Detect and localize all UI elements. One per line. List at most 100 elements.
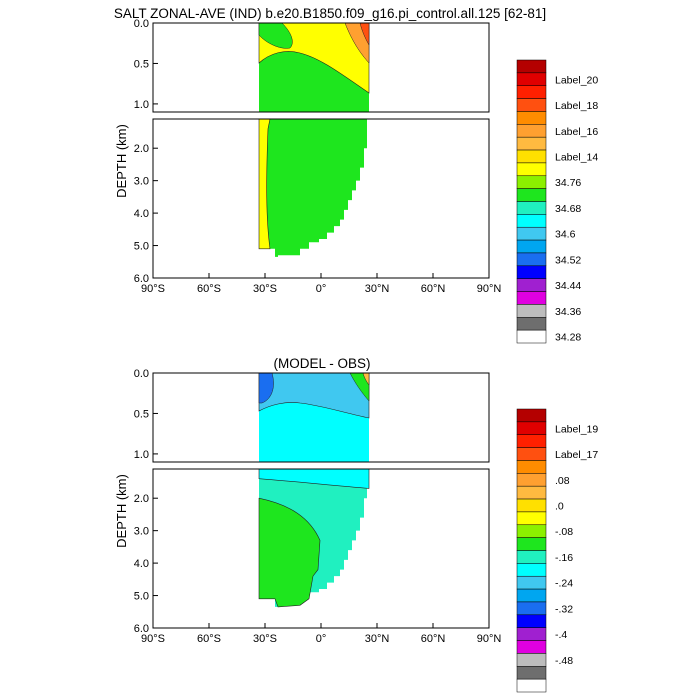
colorbar-box <box>516 317 547 331</box>
y-tick-label: 2.0 <box>134 493 149 505</box>
colorbar-label: 34.28 <box>555 332 581 344</box>
colorbar-box <box>516 329 547 344</box>
colorbar-box <box>516 175 547 189</box>
region-mid-bias <box>258 468 370 489</box>
y-tick-label: 1.0 <box>134 449 149 461</box>
colorbar-box <box>516 201 547 215</box>
colorbar-label: -.08 <box>555 526 573 538</box>
x-tick-label: 60°N <box>421 633 446 645</box>
chart-panel-2: (MODEL - OBS)0.00.51.02.03.04.05.06.090°… <box>114 356 598 693</box>
colorbar-box <box>516 239 547 254</box>
chart-title: SALT ZONAL-AVE (IND) b.e20.B1850.f09_g16… <box>114 6 546 21</box>
y-axis-label: DEPTH (km) <box>114 474 129 548</box>
colorbar-label: Label_17 <box>555 449 598 461</box>
colorbar-box <box>516 485 547 500</box>
y-axis-label: DEPTH (km) <box>114 124 129 198</box>
y-tick-label: 0.0 <box>134 368 149 380</box>
y-tick-label: 0.5 <box>134 408 149 420</box>
colorbar-label: -.24 <box>555 578 573 590</box>
y-tick-label: 6.0 <box>134 623 149 635</box>
colorbar-box <box>516 265 547 279</box>
colorbar-label: 34.6 <box>555 229 576 241</box>
colorbar-label: 34.36 <box>555 306 581 318</box>
colorbar-box <box>516 408 547 423</box>
y-tick-label: 3.0 <box>134 176 149 188</box>
colorbar-box <box>516 511 547 526</box>
colorbar-box <box>516 214 547 228</box>
y-tick-label: 1.0 <box>134 99 149 111</box>
colorbar-label: Label_18 <box>555 100 598 112</box>
colorbar-box <box>516 498 547 513</box>
region-fresh-tongue <box>258 22 293 49</box>
region-deep <box>259 119 369 257</box>
x-tick-label: 90°N <box>477 633 502 645</box>
colorbar-box <box>516 124 547 138</box>
colorbar-label: .0 <box>555 500 564 512</box>
x-tick-label: 60°S <box>197 283 221 295</box>
colorbar-box <box>516 666 547 680</box>
chart-panel-1: SALT ZONAL-AVE (IND) b.e20.B1850.f09_g16… <box>114 6 598 344</box>
colorbar-box <box>516 614 547 628</box>
x-tick-label: 0° <box>316 283 327 295</box>
x-tick-label: 90°N <box>477 283 502 295</box>
colorbar-box <box>516 59 547 74</box>
x-tick-label: 30°N <box>365 283 390 295</box>
colorbar-box <box>516 678 547 693</box>
colorbar-box <box>516 473 547 487</box>
upper-frame <box>152 372 490 463</box>
x-tick-label: 30°N <box>365 633 390 645</box>
y-tick-label: 2.0 <box>134 143 149 155</box>
colorbar-label: 34.68 <box>555 203 581 215</box>
x-tick-label: 90°S <box>141 633 165 645</box>
colorbar: Label_20 Label_18 Label_16 Label_14 34.76 34.… <box>516 59 598 344</box>
y-tick-label: 4.0 <box>134 208 149 220</box>
upper-ocean-field <box>258 372 370 462</box>
y-tick-label: 0.5 <box>134 58 149 70</box>
colorbar-box <box>516 304 547 318</box>
colorbar-box <box>516 434 547 448</box>
colorbar-box <box>516 85 547 99</box>
colorbar-box <box>516 537 547 551</box>
colorbar-box <box>516 460 547 474</box>
colorbar-box <box>516 149 547 164</box>
y-tick-label: 0.0 <box>134 18 149 30</box>
y-tick-label: 5.0 <box>134 591 149 603</box>
colorbar-box <box>516 447 547 461</box>
colorbar: Label_19 Label_17 .08 .0 -.08 -.16 -.24 -.32 -.4… <box>516 408 598 693</box>
colorbar-label: -.32 <box>555 603 573 615</box>
region-north-bias <box>349 372 370 402</box>
colorbar-label: Label_14 <box>555 151 598 163</box>
colorbar-box <box>516 188 547 202</box>
colorbar-box <box>516 136 547 151</box>
x-tick-label: 30°S <box>253 633 277 645</box>
colorbar-box <box>516 252 547 267</box>
colorbar-box <box>516 640 547 654</box>
colorbar-box <box>516 550 547 564</box>
region-upper-bias <box>258 372 370 419</box>
colorbar-label: 34.44 <box>555 280 581 292</box>
y-tick-label: 3.0 <box>134 526 149 538</box>
chart-title: (MODEL - OBS) <box>273 356 370 371</box>
region-strong-bias <box>258 372 274 404</box>
region-max-salinity <box>359 22 370 46</box>
colorbar-label: Label_16 <box>555 126 598 138</box>
colorbar-box <box>516 575 547 590</box>
lower-ocean-field <box>258 118 369 257</box>
colorbar-label: -.48 <box>555 655 573 667</box>
colorbar-label: 34.52 <box>555 254 581 266</box>
colorbar-box <box>516 98 547 112</box>
x-tick-label: 0° <box>316 633 327 645</box>
upper-ocean-field <box>258 22 370 112</box>
region-deep-bias <box>258 497 321 608</box>
colorbar-box <box>516 72 547 86</box>
region-positive-bias <box>362 372 370 386</box>
y-tick-label: 5.0 <box>134 241 149 253</box>
x-tick-label: 60°N <box>421 283 446 295</box>
upper-frame <box>152 22 490 113</box>
colorbar-box <box>516 653 547 667</box>
colorbar-box <box>516 226 547 241</box>
lower-ocean-field <box>258 468 370 608</box>
colorbar-label: -.16 <box>555 552 573 564</box>
colorbar-label: -.4 <box>555 629 567 641</box>
